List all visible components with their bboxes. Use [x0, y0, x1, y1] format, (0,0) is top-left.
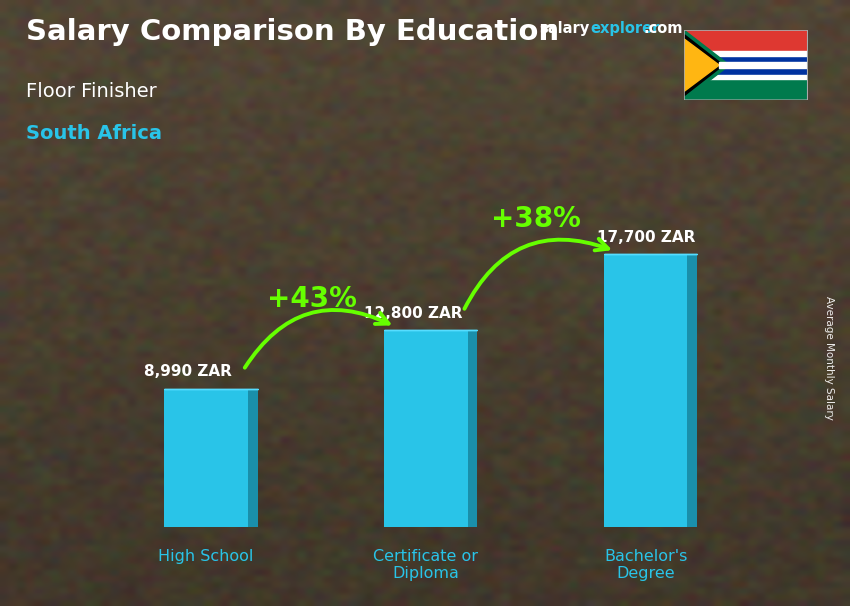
Polygon shape	[684, 39, 719, 92]
Text: explorer: explorer	[591, 21, 660, 36]
Polygon shape	[684, 30, 729, 100]
Bar	[719, 62, 808, 68]
Bar	[684, 30, 807, 53]
Bar	[684, 77, 807, 100]
Polygon shape	[684, 35, 723, 96]
Text: +38%: +38%	[490, 205, 581, 233]
Bar	[684, 53, 807, 77]
Bar	[164, 388, 247, 527]
Text: Average Monthly Salary: Average Monthly Salary	[824, 296, 834, 419]
Text: 8,990 ZAR: 8,990 ZAR	[144, 364, 232, 379]
Text: South Africa: South Africa	[26, 124, 162, 143]
Text: salary: salary	[540, 21, 590, 36]
Bar	[604, 254, 688, 527]
Text: 12,800 ZAR: 12,800 ZAR	[365, 305, 462, 321]
Text: Floor Finisher: Floor Finisher	[26, 82, 156, 101]
Bar	[247, 388, 258, 527]
Bar	[688, 254, 697, 527]
Text: Salary Comparison By Education: Salary Comparison By Education	[26, 18, 558, 46]
Bar	[468, 330, 478, 527]
Bar	[684, 52, 807, 56]
Bar	[684, 75, 807, 79]
Text: +43%: +43%	[267, 285, 356, 313]
Text: 17,700 ZAR: 17,700 ZAR	[598, 230, 695, 245]
Text: .com: .com	[643, 21, 683, 36]
Bar	[384, 330, 468, 527]
